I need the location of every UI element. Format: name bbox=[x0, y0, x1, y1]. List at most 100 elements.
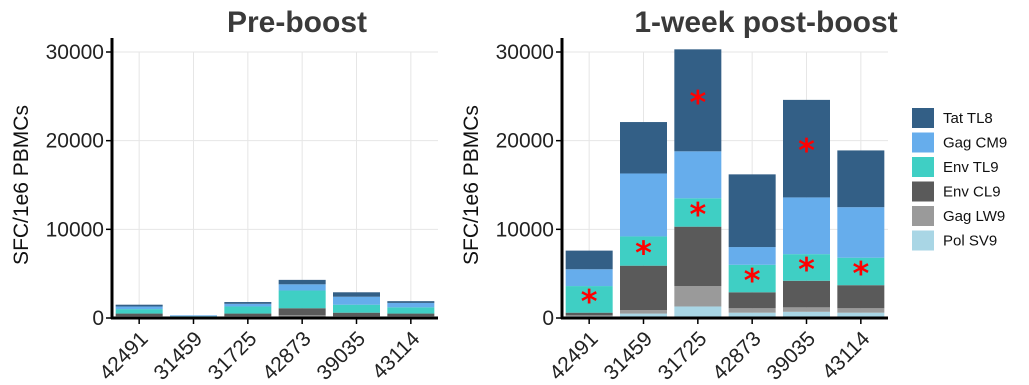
legend-label-pol-sv9: Pol SV9 bbox=[943, 233, 997, 250]
bar-gag-cm9-42491 bbox=[565, 269, 613, 287]
bar-gag-lw9-31725 bbox=[674, 286, 722, 307]
bar-gag-lw9-42873 bbox=[728, 308, 776, 313]
gridlines bbox=[112, 51, 438, 319]
bar-env-tl9-31459 bbox=[620, 236, 667, 266]
chart-title: Pre-boost bbox=[227, 6, 367, 39]
bar-env-cl9-31459 bbox=[620, 265, 667, 311]
bar-env-cl9-43114 bbox=[837, 285, 885, 309]
bar-env-tl9-39035 bbox=[333, 304, 380, 313]
bars bbox=[115, 279, 435, 318]
legend-swatch-env-cl9 bbox=[912, 181, 934, 202]
x-tick-label-31725: 31725 bbox=[654, 327, 712, 385]
bar-tat-tl8-31725 bbox=[224, 302, 272, 304]
significance-star-31725-env-tl9: * bbox=[689, 195, 706, 233]
significance-star-39035-tat-tl8: * bbox=[798, 132, 815, 170]
panel-pre-boost: 0 10000 20000 30000 424913145931725428733903… bbox=[10, 6, 438, 385]
y-tick-label: 30000 bbox=[496, 41, 554, 64]
y-tick-label: 30000 bbox=[46, 41, 104, 64]
legend-swatch-env-tl9 bbox=[912, 157, 934, 177]
y-tick-label: 10000 bbox=[496, 218, 554, 241]
bar-pol-sv9-31459 bbox=[620, 313, 667, 318]
bar-env-cl9-31725 bbox=[224, 313, 272, 317]
x-tick-label-43114: 43114 bbox=[368, 327, 425, 384]
bar-gag-cm9-42873 bbox=[278, 284, 326, 291]
bar-gag-cm9-31459 bbox=[170, 315, 217, 317]
bar-gag-cm9-43114 bbox=[837, 207, 885, 258]
significance-star-42491-env-tl9: * bbox=[581, 282, 598, 320]
bar-env-tl9-42873 bbox=[728, 264, 776, 293]
bar-pol-sv9-31725 bbox=[674, 306, 722, 318]
bar-gag-cm9-42491 bbox=[115, 306, 163, 310]
bars bbox=[565, 49, 885, 318]
x-tick-label-31459: 31459 bbox=[149, 327, 207, 385]
x-tick-label-39035: 39035 bbox=[762, 327, 820, 385]
bar-tat-tl8-42491 bbox=[565, 250, 613, 270]
bar-tat-tl8-39035 bbox=[333, 292, 380, 297]
bar-gag-cm9-31725 bbox=[224, 303, 272, 307]
bar-tat-tl8-43114 bbox=[387, 301, 435, 303]
legend-swatch-gag-cm9 bbox=[912, 132, 934, 153]
panel-post-boost: ***** ***01000020000300004249131459317254… bbox=[460, 6, 898, 385]
x-tick-label-31725: 31725 bbox=[204, 327, 262, 385]
significance-star-39035-env-tl9: * bbox=[798, 250, 815, 288]
bar-gag-cm9-42873 bbox=[728, 247, 776, 265]
bar-env-tl9-42873 bbox=[278, 290, 326, 309]
legend-label-gag-lw9: Gag LW9 bbox=[943, 208, 1005, 225]
y-tick-label: 0 bbox=[92, 307, 104, 330]
legend-swatch-gag-lw9 bbox=[912, 206, 934, 226]
bar-pol-sv9-43114 bbox=[837, 312, 885, 318]
bar-env-tl9-31725 bbox=[674, 198, 722, 227]
x-tick-label-42491: 42491 bbox=[545, 327, 603, 385]
bar-gag-cm9-39035 bbox=[783, 197, 830, 255]
bar-gag-lw9-42873 bbox=[278, 315, 326, 317]
x-tick-label-39035: 39035 bbox=[312, 327, 370, 385]
bar-env-cl9-42491 bbox=[115, 313, 163, 317]
x-tick-label-42873: 42873 bbox=[708, 327, 766, 385]
significance-star-31459-env-tl9: * bbox=[635, 234, 652, 272]
x-tick-label-42491: 42491 bbox=[95, 327, 153, 385]
y-axis-label: SFC/1e6 PBMCs bbox=[460, 105, 483, 265]
x-tick-label-31459: 31459 bbox=[599, 327, 657, 385]
bar-gag-lw9-39035 bbox=[783, 307, 830, 312]
bar-gag-cm9-39035 bbox=[333, 296, 380, 305]
bar-gag-lw9-43114 bbox=[837, 308, 885, 313]
significance-star-31725-tat-tl8: * bbox=[689, 83, 706, 121]
bar-env-tl9-43114 bbox=[837, 257, 885, 286]
bar-gag-cm9-31725 bbox=[674, 151, 722, 199]
bar-env-cl9-42491 bbox=[565, 312, 613, 316]
chart-title: 1-week post-boost bbox=[634, 6, 897, 39]
bar-tat-tl8-43114 bbox=[837, 150, 885, 208]
x-tick-label-43114: 43114 bbox=[818, 327, 875, 384]
y-axis-label: SFC/1e6 PBMCs bbox=[10, 105, 33, 265]
bar-env-tl9-42491 bbox=[115, 309, 163, 314]
y-tick-label: 0 bbox=[542, 307, 554, 330]
y-tick-label: 20000 bbox=[496, 130, 554, 153]
bar-gag-lw9-42491 bbox=[565, 315, 613, 317]
bar-env-tl9-31725 bbox=[224, 306, 272, 314]
bar-tat-tl8-42873 bbox=[278, 279, 326, 285]
bar-tat-tl8-31725 bbox=[674, 49, 722, 152]
bar-gag-cm9-43114 bbox=[387, 302, 435, 308]
bar-env-cl9-42873 bbox=[278, 308, 326, 316]
bar-tat-tl8-39035 bbox=[783, 99, 830, 198]
legend-label-env-cl9: Env CL9 bbox=[943, 184, 1001, 201]
bar-tat-tl8-42873 bbox=[728, 174, 776, 248]
bar-env-cl9-43114 bbox=[387, 313, 435, 317]
bar-env-cl9-42873 bbox=[728, 292, 776, 309]
bar-tat-tl8-42491 bbox=[115, 304, 163, 307]
x-tick-label-42873: 42873 bbox=[258, 327, 316, 385]
bar-pol-sv9-39035 bbox=[783, 311, 830, 318]
bar-env-cl9-39035 bbox=[783, 280, 830, 308]
y-tick-label: 20000 bbox=[46, 130, 104, 153]
legend-swatch-tat-tl8 bbox=[912, 108, 934, 128]
y-tick-label: 10000 bbox=[46, 218, 104, 241]
bar-tat-tl8-31459 bbox=[620, 122, 667, 174]
significance-star-43114-env-tl9: * bbox=[852, 254, 869, 292]
legend-label-env-tl9: Env TL9 bbox=[943, 159, 999, 176]
legend-label-gag-cm9: Gag CM9 bbox=[943, 135, 1007, 152]
significance-star-42873-env-tl9: * bbox=[744, 262, 761, 300]
legend-swatch-pol-sv9 bbox=[912, 230, 934, 251]
bar-gag-cm9-31459 bbox=[620, 173, 667, 237]
bar-env-tl9-43114 bbox=[387, 307, 435, 314]
